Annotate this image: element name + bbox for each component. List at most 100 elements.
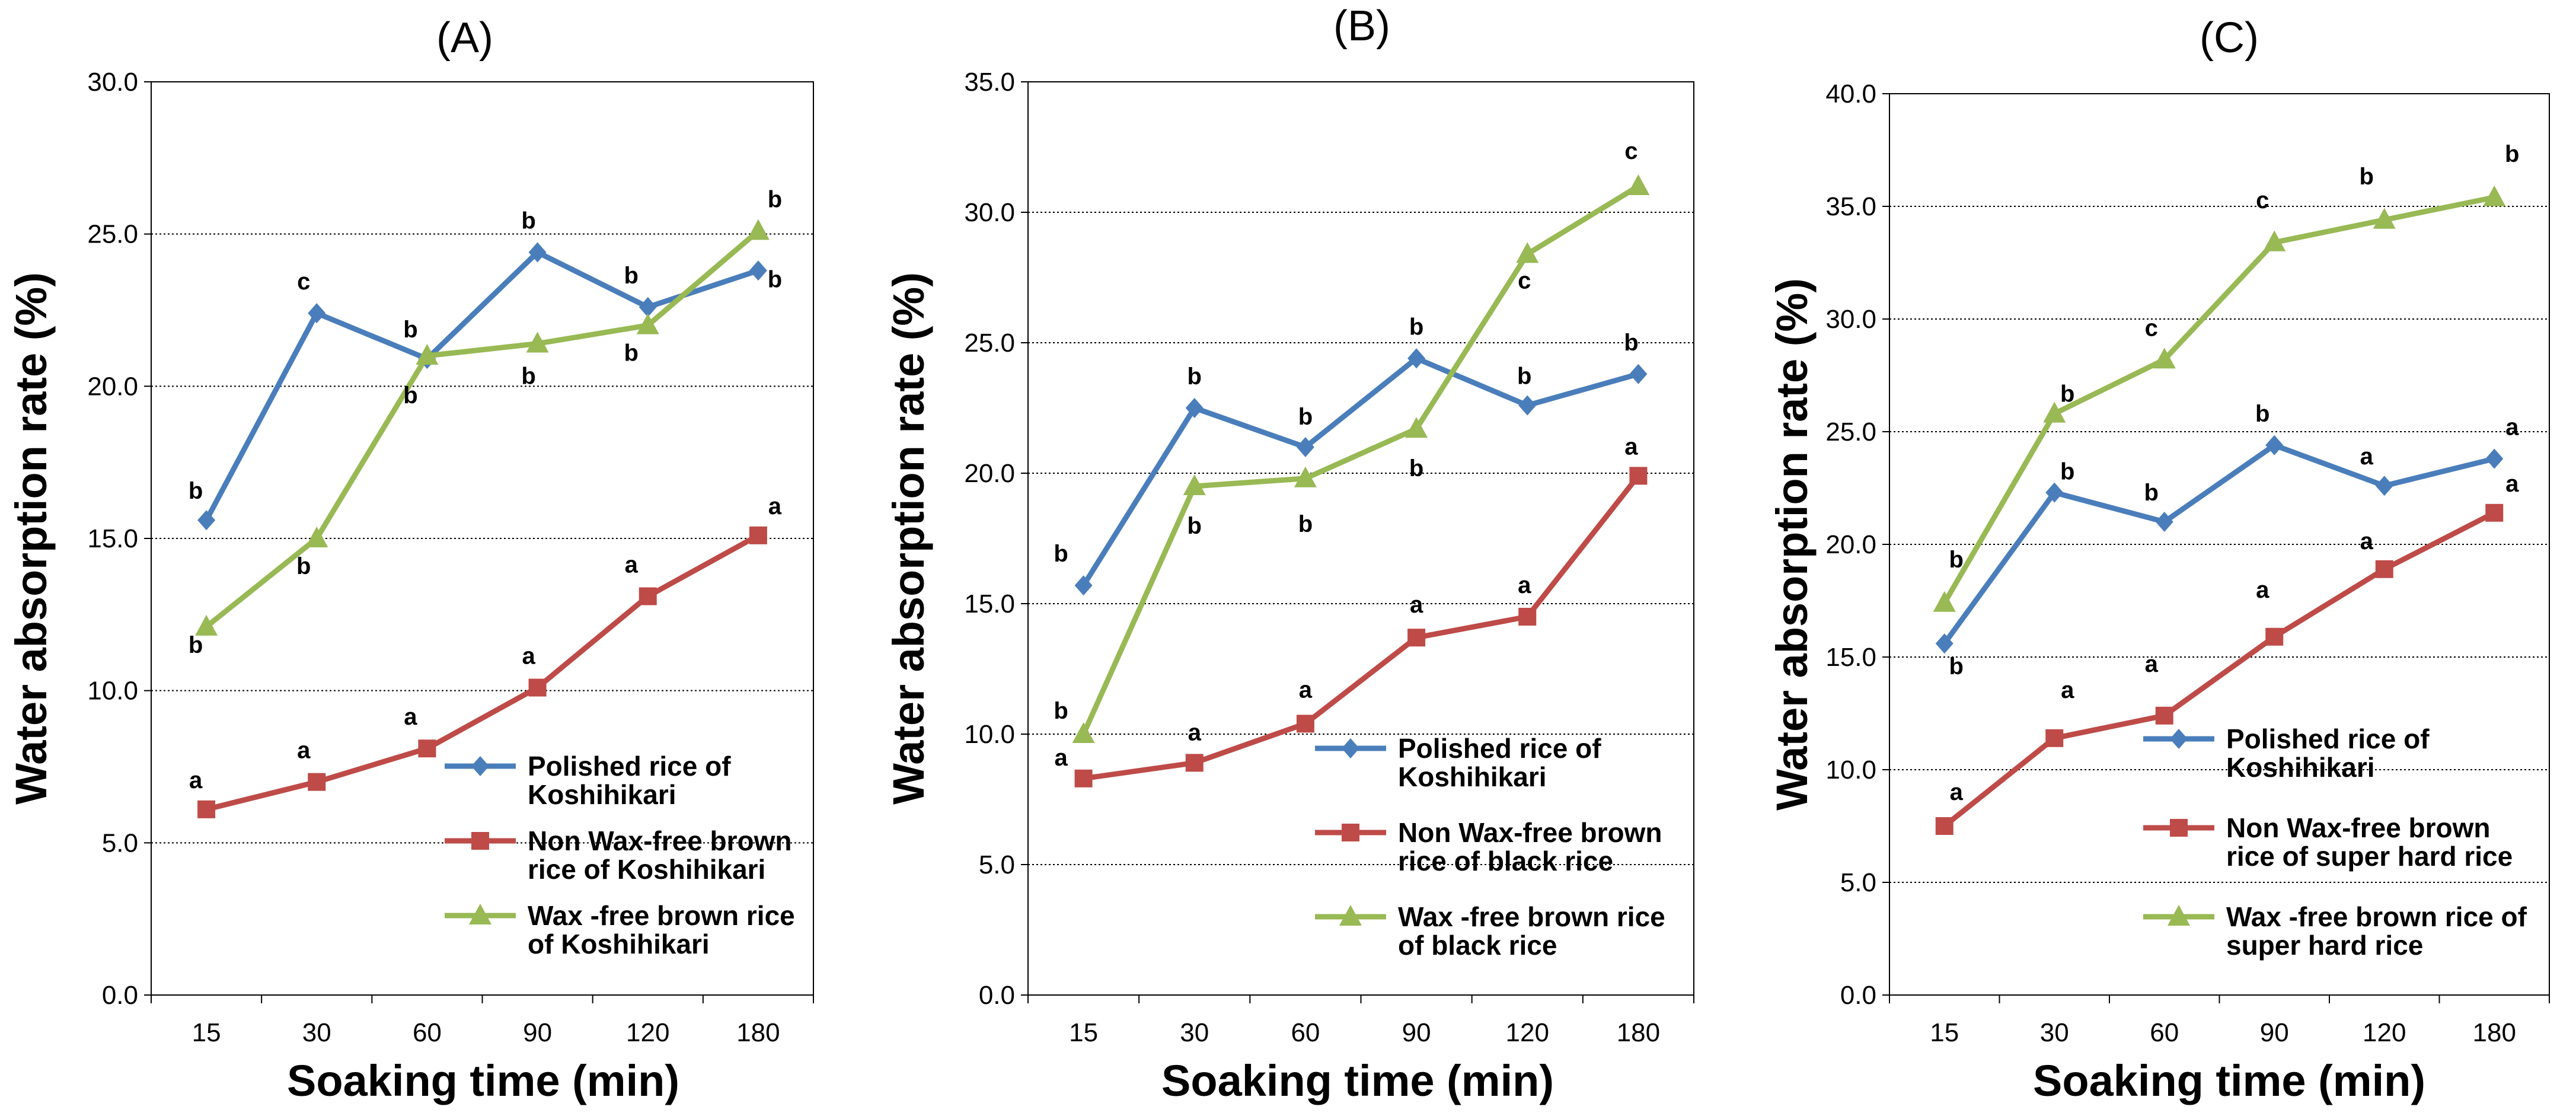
y-tick-label: 0.0 — [979, 981, 1015, 1010]
series-2: b b b b c c — [1054, 138, 1650, 743]
data-point — [1183, 474, 1206, 495]
data-point — [416, 344, 439, 365]
y-tick-label: 35.0 — [964, 68, 1015, 97]
y-axis-title: Water absorption rate (%) — [7, 272, 56, 805]
series-line — [1942, 510, 2496, 828]
significance-label: b — [2060, 381, 2074, 407]
significance-label: a — [1950, 779, 1964, 805]
y-tick-label: 30.0 — [1825, 305, 1876, 334]
y-tick-label: 15.0 — [87, 524, 138, 553]
legend-marker — [471, 756, 489, 776]
legend-label: Wax -free brown rice — [1398, 901, 1665, 932]
legend-label: Non Wax-free brown — [528, 825, 792, 856]
significance-label: b — [296, 553, 311, 579]
y-axis-title: Water absorption rate (%) — [884, 272, 933, 805]
significance-label: a — [1188, 719, 1202, 745]
data-point — [2265, 627, 2284, 646]
series-1: a a a a a a — [1935, 471, 2519, 835]
y-tick-label: 25.0 — [964, 329, 1015, 358]
y-tick-label: 40.0 — [1825, 79, 1876, 109]
data-point — [2265, 435, 2284, 455]
data-point — [197, 510, 216, 531]
data-point — [308, 303, 326, 324]
series-line — [205, 533, 760, 812]
legend-label: Wax -free brown rice of — [2226, 901, 2527, 932]
data-point — [2375, 476, 2393, 496]
significance-label: b — [1298, 511, 1313, 537]
x-tick-label: 120 — [1506, 1018, 1549, 1047]
data-point — [1629, 364, 1648, 384]
significance-label: b — [1054, 698, 1068, 724]
data-point — [528, 678, 547, 697]
y-tick-label: 5.0 — [979, 850, 1015, 879]
x-tick-label: 30 — [2040, 1018, 2069, 1047]
data-point — [1629, 467, 1648, 485]
x-tick-label: 15 — [192, 1018, 221, 1047]
x-tick-label: 15 — [1930, 1018, 1959, 1047]
legend-label: Non Wax-free brown — [1398, 817, 1662, 848]
legend-label: Polished rice of — [1398, 733, 1601, 764]
series-line — [204, 249, 759, 522]
series-line — [1942, 194, 2495, 605]
data-point — [308, 773, 326, 791]
x-tick-label: 180 — [736, 1018, 780, 1047]
data-point — [1518, 395, 1537, 416]
legend-label: Non Wax-free brown — [2226, 812, 2491, 843]
significance-label: b — [521, 208, 535, 234]
series-1: a a a a a a — [189, 493, 782, 818]
significance-label: b — [2060, 459, 2074, 485]
legend-marker — [2168, 905, 2190, 926]
series-line — [1083, 474, 1640, 782]
data-point — [1296, 715, 1314, 733]
data-point — [1407, 629, 1426, 647]
x-tick-label: 120 — [626, 1018, 669, 1047]
data-point — [749, 526, 767, 544]
significance-label: b — [1517, 364, 1531, 390]
significance-label: b — [189, 478, 203, 504]
data-point — [305, 527, 328, 547]
x-axis-title: Soaking time (min) — [287, 1056, 679, 1105]
y-tick-label: 0.0 — [1840, 981, 1876, 1010]
panel-title: (B) — [1333, 2, 1390, 50]
significance-label: a — [2145, 651, 2159, 677]
data-point — [2263, 230, 2286, 251]
legend-label: rice of super hard rice — [2226, 841, 2513, 872]
data-point — [1405, 417, 1428, 438]
plot-area — [1027, 81, 1694, 996]
x-axis-title: Soaking time (min) — [2033, 1056, 2425, 1105]
significance-label: a — [522, 643, 535, 669]
series-line — [1081, 184, 1640, 735]
series-0: b b b b a a — [1935, 401, 2519, 680]
y-tick-label: 10.0 — [964, 720, 1015, 749]
legend-marker — [469, 904, 491, 924]
significance-label: b — [1409, 455, 1423, 482]
data-point — [1074, 575, 1093, 596]
y-tick-label: 20.0 — [964, 459, 1015, 488]
data-point — [639, 587, 657, 605]
data-point — [1933, 591, 1956, 612]
y-tick-label: 5.0 — [1840, 868, 1876, 897]
significance-label: c — [1518, 267, 1531, 294]
significance-label: a — [2505, 414, 2519, 441]
chart-panel-2: 0.0 5.0 10.0 15.0 20.0 25.0 30.0 35.0 40.0 15 30 60… — [1767, 14, 2550, 1105]
legend-marker — [2170, 729, 2188, 749]
significance-label: a — [2360, 528, 2374, 554]
significance-label: a — [768, 493, 782, 519]
data-point — [1407, 348, 1426, 369]
data-point — [1935, 633, 1953, 654]
significance-label: b — [189, 632, 203, 658]
y-tick-label: 10.0 — [1825, 755, 1876, 785]
data-point — [2045, 482, 2064, 503]
significance-label: b — [1054, 541, 1068, 567]
significance-label: a — [189, 767, 203, 793]
chart-panel-1: 0.0 5.0 10.0 15.0 20.0 25.0 30.0 35.0 15 30 60 90 12… — [884, 2, 1694, 1105]
series-line — [1081, 355, 1639, 587]
significance-label: c — [2256, 187, 2269, 213]
data-point — [526, 331, 549, 353]
data-point — [1518, 608, 1537, 626]
y-tick-label: 30.0 — [87, 68, 138, 97]
significance-label: b — [2505, 141, 2519, 167]
